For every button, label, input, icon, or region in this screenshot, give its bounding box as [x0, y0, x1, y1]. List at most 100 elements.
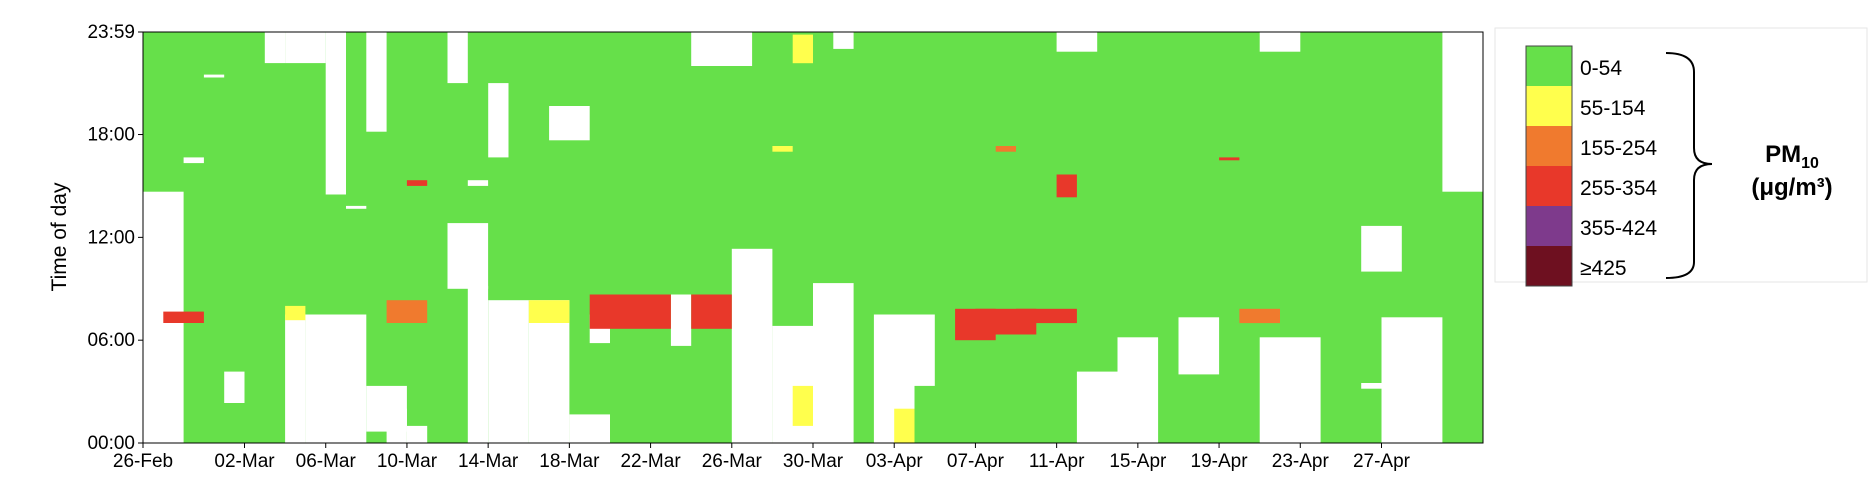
missing-data-block: [1259, 32, 1301, 52]
x-tick-label: 26-Mar: [702, 451, 763, 472]
x-tick-label: 14-Mar: [458, 451, 519, 472]
missing-data-block: [1361, 383, 1382, 389]
elevated-pm-block: [772, 146, 793, 152]
y-axis-title: Time of day: [48, 182, 71, 291]
legend-swatch: [1526, 206, 1572, 246]
missing-data-block: [833, 32, 854, 49]
missing-data-block: [488, 83, 509, 158]
plot-area: [142, 31, 1484, 444]
missing-data-block: [264, 32, 286, 64]
x-tick-label: 23-Apr: [1272, 451, 1330, 472]
missing-data-block: [731, 248, 773, 443]
missing-data-block: [1442, 32, 1483, 192]
x-tick-label: 30-Mar: [783, 451, 844, 472]
x-tick-label: 26-Feb: [113, 451, 173, 472]
legend-label: 55-154: [1580, 97, 1646, 120]
elevated-pm-block: [792, 385, 813, 426]
missing-data-block: [183, 157, 204, 164]
elevated-pm-block: [995, 146, 1016, 152]
legend-label: 355-424: [1580, 217, 1657, 240]
legend: 0-54 55-154 155-254 255-354 355-424 ≥425 PM10…: [1494, 27, 1868, 287]
elevated-pm-block: [691, 294, 732, 329]
elevated-pm-block: [528, 300, 570, 323]
elevated-pm-block: [1219, 157, 1240, 161]
y-tick-label: 06:00: [87, 330, 135, 351]
elevated-pm-block: [386, 300, 428, 323]
y-tick-label: 23:59: [87, 22, 135, 43]
missing-data-block: [224, 371, 245, 403]
missing-data-block: [325, 32, 346, 195]
missing-data-block: [467, 180, 489, 186]
missing-data-block: [813, 283, 854, 443]
x-axis: 26-Feb 02-Mar 06-Mar 10-Mar 14-Mar 18-Mar 22-M…: [113, 443, 1411, 472]
missing-data-block: [203, 74, 225, 78]
missing-data-block: [1117, 337, 1159, 443]
legend-label: 255-354: [1580, 177, 1657, 200]
missing-data-block: [447, 32, 468, 84]
missing-data-block: [569, 414, 610, 443]
missing-data-block: [285, 32, 326, 64]
legend-label: 0-54: [1580, 57, 1622, 80]
x-tick-label: 18-Mar: [539, 451, 600, 472]
elevated-pm-block: [1016, 308, 1077, 324]
legend-unit: (μg/m³): [1751, 174, 1832, 201]
legend-swatch-frame: [1525, 45, 1573, 287]
elevated-data-layer: [163, 34, 1280, 443]
missing-data-block: [549, 106, 590, 141]
legend-title: PM10: [1765, 141, 1819, 172]
x-tick-label: 02-Mar: [214, 451, 275, 472]
x-tick-label: 07-Apr: [947, 451, 1005, 472]
missing-data-block: [1361, 225, 1402, 272]
x-tick-label: 22-Mar: [620, 451, 681, 472]
legend-title-subscript: 10: [1801, 155, 1819, 172]
legend-brace: [1665, 52, 1713, 279]
missing-data-block: [894, 314, 935, 386]
elevated-pm-block: [1056, 174, 1077, 198]
legend-swatch: [1526, 246, 1572, 286]
elevated-pm-block: [589, 294, 671, 329]
missing-data-block: [305, 314, 346, 443]
missing-data-layer: [143, 32, 1483, 443]
missing-data-block: [366, 32, 387, 132]
y-axis: Time of day 00:00 06:00 12:00 18:00 23:59: [48, 22, 143, 454]
legend-swatch: [1526, 126, 1572, 166]
missing-data-block: [670, 294, 692, 346]
missing-data-block: [1056, 32, 1098, 52]
x-tick-label: 10-Mar: [377, 451, 438, 472]
missing-data-block: [508, 300, 529, 443]
x-tick-label: 06-Mar: [296, 451, 357, 472]
missing-data-block: [1259, 337, 1321, 443]
elevated-pm-block: [163, 311, 204, 323]
legend-label: 155-254: [1580, 137, 1657, 160]
missing-data-block: [447, 223, 489, 289]
missing-data-block: [528, 300, 570, 443]
missing-data-block: [285, 314, 306, 443]
x-tick-label: 19-Apr: [1191, 451, 1249, 472]
elevated-pm-block: [792, 34, 813, 64]
legend-swatch: [1526, 86, 1572, 126]
missing-data-block: [386, 408, 407, 443]
missing-data-block: [1381, 317, 1443, 443]
x-tick-label: 15-Apr: [1109, 451, 1167, 472]
elevated-pm-block: [406, 180, 428, 186]
elevated-pm-block: [285, 305, 306, 321]
y-tick-label: 00:00: [87, 433, 135, 454]
x-tick-label: 11-Apr: [1029, 451, 1085, 472]
legend-title-main: PM: [1765, 141, 1801, 168]
missing-data-block: [1178, 317, 1220, 375]
legend-swatch: [1526, 166, 1572, 206]
missing-data-block: [488, 300, 509, 443]
missing-data-block: [346, 314, 367, 443]
legend-label: ≥425: [1580, 257, 1627, 280]
elevated-pm-block: [894, 408, 915, 443]
x-tick-label: 27-Apr: [1353, 451, 1411, 472]
missing-data-block: [691, 32, 753, 66]
missing-data-block: [346, 205, 367, 209]
y-tick-label: 12:00: [87, 227, 135, 248]
x-tick-label: 03-Apr: [866, 451, 924, 472]
y-tick-label: 18:00: [87, 125, 135, 146]
legend-swatch: [1526, 46, 1572, 86]
elevated-pm-block: [1239, 308, 1280, 324]
missing-data-block: [406, 425, 428, 443]
